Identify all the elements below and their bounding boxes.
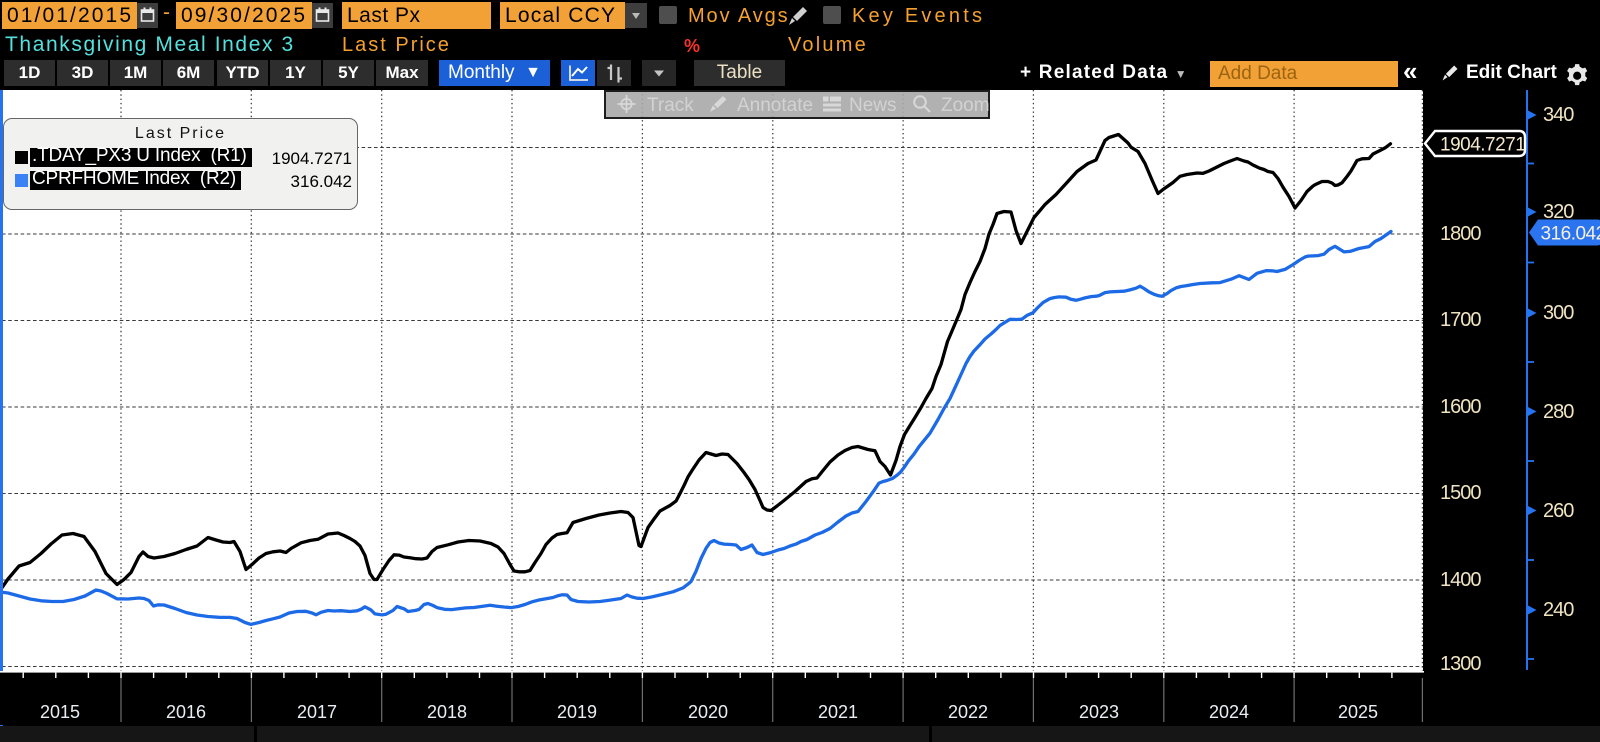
svg-text:Track: Track	[647, 95, 694, 116]
svg-text:Annotate: Annotate	[737, 95, 813, 116]
svg-text:316.042: 316.042	[1541, 224, 1600, 245]
svg-text:1904.7271: 1904.7271	[1440, 135, 1525, 156]
svg-text:Zoom: Zoom	[941, 95, 990, 116]
svg-text:News: News	[849, 95, 897, 116]
